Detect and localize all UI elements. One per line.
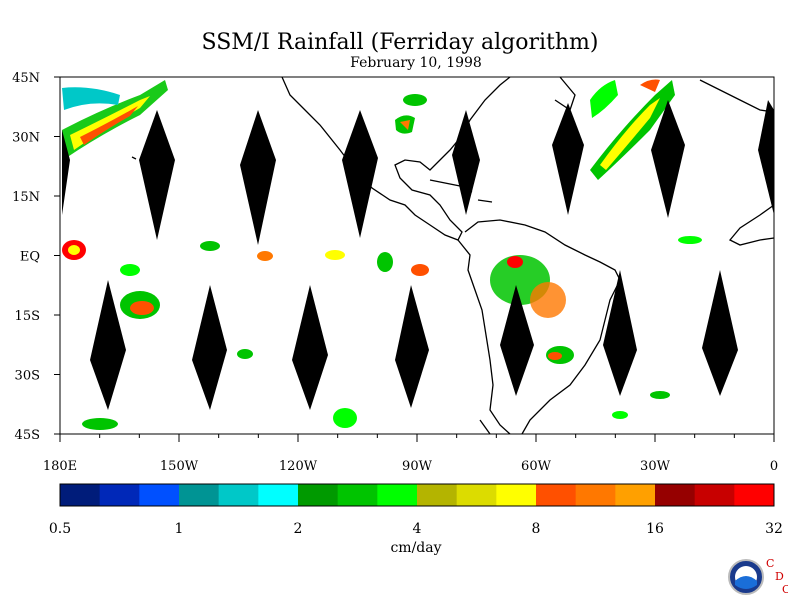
colorbar-swatch: [536, 484, 577, 506]
missing-swath: [552, 103, 584, 215]
colorbar-swatch: [417, 484, 458, 506]
colorbar-tick-label: 1: [174, 521, 184, 537]
map-subtitle: February 10, 1998: [350, 55, 482, 71]
colorbar-swatch: [218, 484, 259, 506]
missing-swath: [758, 100, 774, 215]
map-title: SSM/I Rainfall (Ferriday algorithm): [201, 30, 599, 55]
missing-swath: [651, 100, 685, 218]
missing-swath: [139, 110, 175, 240]
missing-swath: [500, 285, 534, 396]
latitude-tick-label: 15S: [15, 309, 40, 324]
missing-swath: [452, 110, 480, 215]
logo-letter: D: [775, 570, 784, 583]
missing-swaths: [62, 100, 774, 410]
missing-swath: [62, 130, 70, 215]
colorbar-tick-label: 4: [412, 521, 422, 537]
map-plot-area: [59, 76, 775, 435]
colorbar-swatch: [694, 484, 735, 506]
longitude-tick-label: 0: [770, 459, 778, 474]
longitude-tick-label: 120W: [279, 459, 318, 474]
colorbar-swatch: [575, 484, 616, 506]
coastline-south-america: [457, 219, 621, 435]
longitude-tick-label: 30W: [640, 459, 671, 474]
colorbar-tick-label: 8: [531, 521, 541, 537]
latitude-axis: 45N 30N 15N EQ 15S 30S 45S: [12, 71, 60, 443]
colorbar-swatch: [99, 484, 140, 506]
coastline-africa: [728, 204, 775, 246]
longitude-tick-label: 180E: [43, 459, 77, 474]
colorbar-tick-label: 2: [293, 521, 303, 537]
noaa-cdc-logo: C D C: [728, 557, 788, 596]
colorbar-swatch: [60, 484, 101, 506]
rain-patches: [62, 79, 702, 430]
colorbar-swatch: [139, 484, 180, 506]
latitude-tick-label: 15N: [12, 190, 40, 205]
missing-swath: [342, 110, 378, 238]
colorbar-frame: [59, 483, 775, 507]
latitude-tick-label: 30N: [12, 131, 40, 146]
colorbar-swatch: [179, 484, 220, 506]
colorbar-swatch: [734, 484, 775, 506]
latitude-tick-label: 45N: [12, 71, 40, 86]
colorbar-tick-label: 16: [646, 521, 664, 537]
colorbar-tick-label: 0.5: [48, 521, 72, 537]
colorbar-swatch: [615, 484, 656, 506]
missing-swath: [90, 280, 126, 410]
logo-letter: C: [782, 583, 788, 596]
latitude-tick-label: EQ: [20, 250, 40, 265]
longitude-tick-label: 150W: [160, 459, 199, 474]
colorbar-swatch: [298, 484, 339, 506]
latitude-tick-label: 45S: [15, 428, 40, 443]
colorbar-swatch: [377, 484, 418, 506]
missing-swath: [395, 285, 429, 408]
missing-swath: [603, 270, 637, 396]
longitude-axis: 180E 150W 120W 90W 60W 30W 0: [43, 434, 778, 474]
missing-swath: [240, 110, 276, 245]
logo-letter: C: [766, 557, 774, 570]
colorbar-swatch: [655, 484, 696, 506]
colorbar-swatch: [337, 484, 378, 506]
colorbar-swatch: [258, 484, 299, 506]
colorbar-swatch: [456, 484, 497, 506]
missing-swath: [192, 285, 227, 410]
colorbar-unit-label: cm/day: [390, 540, 442, 556]
missing-swath: [292, 285, 328, 410]
latitude-tick-label: 30S: [15, 369, 40, 384]
colorbar-tick-label: 32: [765, 521, 783, 537]
missing-swath: [702, 270, 738, 396]
colorbar: [59, 483, 775, 507]
longitude-tick-label: 90W: [402, 459, 433, 474]
colorbar-swatch: [496, 484, 537, 506]
longitude-tick-label: 60W: [521, 459, 552, 474]
